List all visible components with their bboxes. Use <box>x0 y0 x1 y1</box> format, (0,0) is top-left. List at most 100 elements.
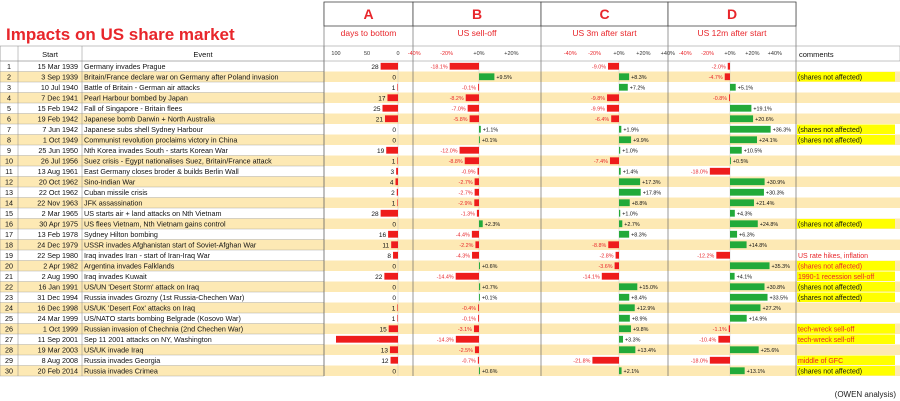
row-comment: (shares not affected) <box>798 222 862 229</box>
selloff-bar <box>467 104 479 112</box>
m3-bar <box>619 73 630 81</box>
m12-bar <box>730 209 735 217</box>
comment-highlight <box>797 282 895 292</box>
days-bar <box>336 335 398 343</box>
selloff-bar <box>479 283 481 291</box>
row-date: 2 Aug 1990 <box>42 272 78 281</box>
row-date: 19 Feb 1942 <box>38 115 78 124</box>
row-band <box>0 218 900 229</box>
selloff-bar <box>476 209 479 217</box>
days-label: 15 <box>379 327 387 334</box>
row-event: USSR invades Afghanistan start of Soviet… <box>84 241 257 250</box>
comment-highlight <box>797 219 895 229</box>
m12-label: +10.5% <box>744 149 763 155</box>
section-label: days to bottom <box>341 28 397 38</box>
selloff-label: +0.6% <box>482 369 498 375</box>
m3-label: +3.3% <box>625 338 641 344</box>
m12-label: +30.8% <box>766 285 785 291</box>
m3-label: +1.0% <box>622 149 638 155</box>
tick-label: 100 <box>331 51 340 57</box>
days-bar <box>397 304 398 312</box>
m12-label: -2.0% <box>712 65 726 71</box>
row-comment: tech-wreck sell-off <box>798 327 854 334</box>
selloff-bar <box>475 241 479 249</box>
days-label: 11 <box>382 243 389 250</box>
comment-highlight <box>797 271 895 281</box>
days-label: 0 <box>392 285 396 292</box>
days-label: 22 <box>375 274 383 281</box>
days-label: 1 <box>392 316 396 323</box>
row-date: 26 Jul 1956 <box>41 157 78 166</box>
row-event: East Germany closes broder & builds Berl… <box>84 167 239 176</box>
row-number: 22 <box>5 283 13 292</box>
selloff-bar <box>474 199 479 207</box>
row-date: 8 Aug 2008 <box>42 356 78 365</box>
row-event: Britain/France declare war on Germany af… <box>84 73 279 82</box>
selloff-label: -2.2% <box>459 243 473 249</box>
selloff-bar <box>477 167 479 175</box>
row-date: 3 Sep 1939 <box>41 73 78 82</box>
row-date: 15 Feb 1942 <box>38 104 78 113</box>
row-event: Battle of Britain - German air attacks <box>84 83 200 92</box>
comment-highlight <box>797 135 895 145</box>
event-table: Start Event comments 1 15 Mar 1939 Germany in… <box>0 45 900 376</box>
days-bar <box>393 251 398 259</box>
row-number: 8 <box>7 136 11 145</box>
row-date: 25 Jun 1950 <box>38 146 78 155</box>
row-band <box>0 113 900 124</box>
row-date: 24 Mar 1999 <box>38 314 78 323</box>
row-band <box>0 176 900 187</box>
header-row <box>0 45 900 62</box>
m3-bar <box>619 178 641 186</box>
m3-bar <box>619 83 628 91</box>
m12-label: +30.3% <box>766 191 785 197</box>
row-event: Pearl Harbour bombed by Japan <box>84 94 188 103</box>
m3-bar <box>619 188 641 196</box>
days-label: 25 <box>373 106 381 113</box>
m3-bar <box>619 335 624 343</box>
m3-bar <box>615 251 619 259</box>
section-label: US sell-off <box>457 28 497 38</box>
row-event: US/NATO starts bombing Belgrade (Kosovo … <box>84 314 241 323</box>
m3-label: +15.0% <box>639 285 658 291</box>
row-event: Cuban missile crisis <box>84 188 148 197</box>
days-bar <box>397 83 398 91</box>
days-label: 12 <box>381 358 389 365</box>
selloff-label: -4.4% <box>456 233 470 239</box>
m3-bar <box>609 157 619 165</box>
row-number: 27 <box>5 335 13 344</box>
selloff-bar <box>455 335 479 343</box>
selloff-label: -0.7% <box>462 359 476 365</box>
row-event: Russia invades Crimea <box>84 367 158 376</box>
selloff-bar <box>465 94 479 102</box>
row-number: 7 <box>7 125 11 134</box>
days-label: 28 <box>371 64 379 71</box>
m3-label: -14.1% <box>583 275 600 281</box>
row-band <box>0 239 900 250</box>
row-event: Iraq invades Iran - start of Iran-Iraq W… <box>84 251 211 260</box>
row-number: 6 <box>7 115 11 124</box>
m3-label: -8.8% <box>592 243 606 249</box>
m12-label: +14.9% <box>749 317 768 323</box>
row-band <box>0 344 900 355</box>
days-bar <box>391 241 398 249</box>
m3-bar <box>619 136 632 144</box>
selloff-label: -2.7% <box>459 191 473 197</box>
row-comment: 1990-1 recession sell-off <box>798 274 874 281</box>
m12-bar <box>718 335 730 343</box>
m3-bar <box>619 209 621 217</box>
row-date: 30 Apr 1975 <box>39 220 78 229</box>
m12-bar <box>727 62 730 70</box>
m12-bar <box>730 136 757 144</box>
m12-bar <box>730 314 747 322</box>
m12-label: +14.8% <box>749 243 768 249</box>
m3-bar <box>619 346 636 354</box>
row-event: Communist revolution proclaims victory i… <box>84 136 237 145</box>
selloff-label: -2.9% <box>458 201 472 207</box>
row-event: Germany invades Prague <box>84 62 166 71</box>
m12-label: -10.4% <box>699 338 716 344</box>
row-comment: tech-wreck sell-off <box>798 337 854 344</box>
row-number: 24 <box>5 304 13 313</box>
row-number: 15 <box>5 209 13 218</box>
